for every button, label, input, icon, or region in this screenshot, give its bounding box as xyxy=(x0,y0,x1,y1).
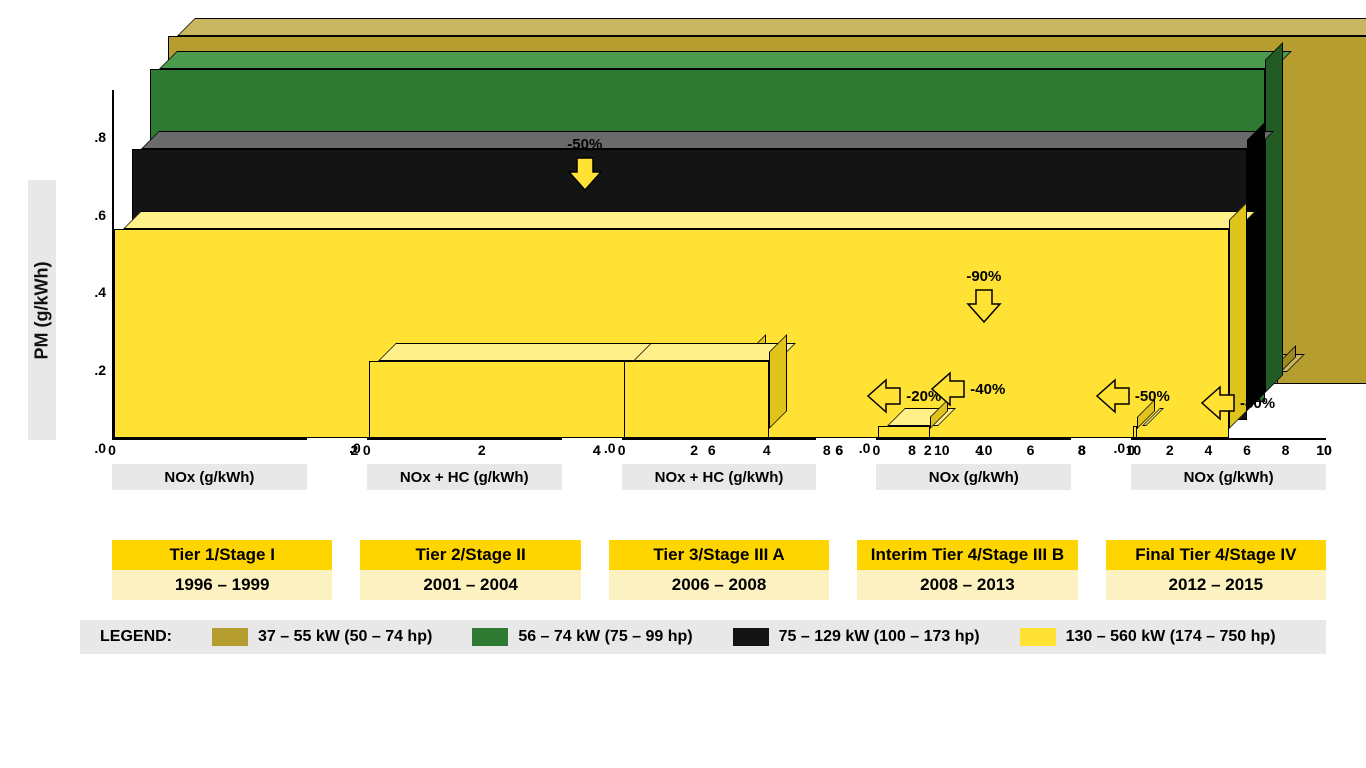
tier-name: Final Tier 4/Stage IV xyxy=(1106,540,1326,570)
x-axis-label: NOx (g/kWh) xyxy=(876,464,1071,490)
tier-years: 2008 – 2013 xyxy=(857,570,1077,600)
x-axis-label: NOx (g/kWh) xyxy=(1131,464,1326,490)
legend-label: 75 – 129 kW (100 – 173 hp) xyxy=(779,628,980,646)
x-tick: 10 xyxy=(1316,442,1332,458)
x-tick: 8 xyxy=(1282,442,1290,458)
x-tick: 8 xyxy=(823,442,831,458)
x-tick: 2 xyxy=(1166,442,1174,458)
x-tick: 4 xyxy=(763,442,771,458)
tier-years: 2001 – 2004 xyxy=(360,570,580,600)
y-axis-label-box: PM (g/kWh) xyxy=(28,180,56,440)
y-tick: .0 xyxy=(1114,440,1126,456)
legend-label: 56 – 74 kW (75 – 99 hp) xyxy=(518,628,692,646)
tier-years: 2006 – 2008 xyxy=(609,570,829,600)
y-tick: .0 xyxy=(604,440,616,456)
legend-item: 56 – 74 kW (75 – 99 hp) xyxy=(472,628,692,646)
y-tick: .0 xyxy=(94,440,106,456)
x-tick: 2 xyxy=(924,442,932,458)
x-axis-label: NOx + HC (g/kWh) xyxy=(367,464,562,490)
y-tick: .6 xyxy=(94,207,106,223)
x-tick: 0 xyxy=(872,442,880,458)
legend-swatch xyxy=(1020,628,1056,646)
tier-labels-row: Tier 1/Stage I1996 – 1999 Tier 2/Stage II… xyxy=(112,540,1326,600)
tier-name: Tier 1/Stage I xyxy=(112,540,332,570)
x-axis-label: NOx + HC (g/kWh) xyxy=(622,464,817,490)
legend-swatch xyxy=(733,628,769,646)
legend-bar: LEGEND: 37 – 55 kW (50 – 74 hp) 56 – 74 kW… xyxy=(80,620,1326,654)
x-tick: 0 xyxy=(363,442,371,458)
x-tick: 6 xyxy=(835,442,843,458)
legend-item: 130 – 560 kW (174 – 750 hp) xyxy=(1020,628,1276,646)
x-tick: 8 xyxy=(1078,442,1086,458)
x-tick: 4 xyxy=(975,442,983,458)
tier-name: Tier 3/Stage III A xyxy=(609,540,829,570)
legend-item: 75 – 129 kW (100 – 173 hp) xyxy=(733,628,980,646)
legend-label: 37 – 55 kW (50 – 74 hp) xyxy=(258,628,432,646)
x-axis-label: NOx (g/kWh) xyxy=(112,464,307,490)
legend-swatch xyxy=(472,628,508,646)
tier-name: Tier 2/Stage II xyxy=(360,540,580,570)
tier-years: 1996 – 1999 xyxy=(112,570,332,600)
legend-label: 130 – 560 kW (174 – 750 hp) xyxy=(1066,628,1276,646)
x-tick: 6 xyxy=(1027,442,1035,458)
x-tick: 4 xyxy=(1204,442,1212,458)
tier-name: Interim Tier 4/Stage III B xyxy=(857,540,1077,570)
tier-label-col: Final Tier 4/Stage IV2012 – 2015 xyxy=(1106,540,1326,600)
x-tick: 0 xyxy=(1127,442,1135,458)
tier-label-col: Interim Tier 4/Stage III B2008 – 2013 xyxy=(857,540,1077,600)
plot-area xyxy=(112,90,307,440)
tier-years: 2012 – 2015 xyxy=(1106,570,1326,600)
x-tick: 0 xyxy=(108,442,116,458)
x-tick: 0 xyxy=(618,442,626,458)
chart-panels-row: .0.2.4.6.80246810NOx (g/kWh).0.2.4.6.8-5… xyxy=(80,90,1326,510)
chart-panel: .0.2.4.6.80246810NOx (g/kWh) xyxy=(80,90,307,510)
legend-title: LEGEND: xyxy=(100,628,172,646)
tier-label-col: Tier 2/Stage II2001 – 2004 xyxy=(360,540,580,600)
legend-item: 37 – 55 kW (50 – 74 hp) xyxy=(212,628,432,646)
tier-label-col: Tier 1/Stage I1996 – 1999 xyxy=(112,540,332,600)
y-tick: .0 xyxy=(349,440,361,456)
y-tick: .0 xyxy=(859,440,871,456)
y-tick: .8 xyxy=(94,129,106,145)
x-tick: 2 xyxy=(690,442,698,458)
x-tick: 6 xyxy=(1243,442,1251,458)
y-axis-label: PM (g/kWh) xyxy=(32,261,53,359)
legend-swatch xyxy=(212,628,248,646)
tier-label-col: Tier 3/Stage III A2006 – 2008 xyxy=(609,540,829,600)
y-tick: .4 xyxy=(94,284,106,300)
x-tick: 2 xyxy=(478,442,486,458)
y-tick: .2 xyxy=(94,362,106,378)
